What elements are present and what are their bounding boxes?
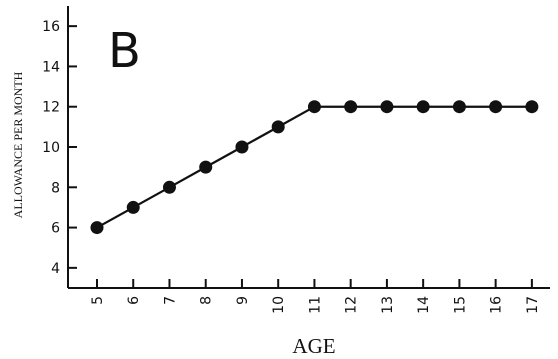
x-tick-label: 8 bbox=[199, 296, 215, 305]
x-tick-label: 14 bbox=[416, 296, 432, 314]
x-tick-label: 15 bbox=[452, 296, 468, 314]
x-ticks: 5 6 7 8 9 10 11 12 13 14 15 16 17 bbox=[90, 279, 541, 314]
y-tick-label: 4 bbox=[51, 261, 60, 277]
x-axis-title: AGE bbox=[292, 334, 335, 358]
x-tick-label: 17 bbox=[525, 296, 541, 314]
y-tick-label: 10 bbox=[42, 140, 60, 156]
y-ticks: 4 6 8 10 12 14 16 bbox=[42, 19, 77, 277]
data-point bbox=[271, 120, 285, 134]
x-tick-label: 6 bbox=[126, 296, 142, 305]
y-tick-label: 16 bbox=[42, 19, 60, 35]
data-point bbox=[90, 221, 104, 235]
x-tick-label: 16 bbox=[489, 296, 505, 314]
data-point bbox=[380, 100, 394, 114]
x-tick-label: 11 bbox=[307, 296, 323, 314]
data-point bbox=[126, 200, 140, 214]
series-line bbox=[96, 105, 532, 229]
y-tick-label: 14 bbox=[42, 59, 60, 75]
data-point bbox=[162, 180, 176, 194]
x-tick-label: 9 bbox=[235, 296, 251, 305]
y-tick-label: 8 bbox=[51, 180, 60, 196]
y-tick-label: 12 bbox=[42, 100, 60, 116]
panel-label: B bbox=[108, 23, 141, 79]
y-axis-title: ALLOWANCE PER MONTH bbox=[11, 71, 25, 218]
data-point bbox=[489, 100, 503, 114]
data-point bbox=[525, 100, 539, 114]
series-layer bbox=[90, 100, 539, 235]
data-point bbox=[235, 140, 249, 154]
data-point bbox=[344, 100, 358, 114]
data-point bbox=[307, 100, 321, 114]
data-point bbox=[416, 100, 430, 114]
x-tick-label: 7 bbox=[162, 296, 178, 305]
x-tick-label: 13 bbox=[380, 296, 396, 314]
x-tick-label: 12 bbox=[344, 296, 360, 314]
data-point bbox=[452, 100, 466, 114]
x-tick-label: 10 bbox=[271, 296, 287, 314]
x-tick-label: 5 bbox=[90, 296, 106, 305]
data-point bbox=[199, 160, 213, 174]
y-tick-label: 6 bbox=[51, 221, 60, 237]
